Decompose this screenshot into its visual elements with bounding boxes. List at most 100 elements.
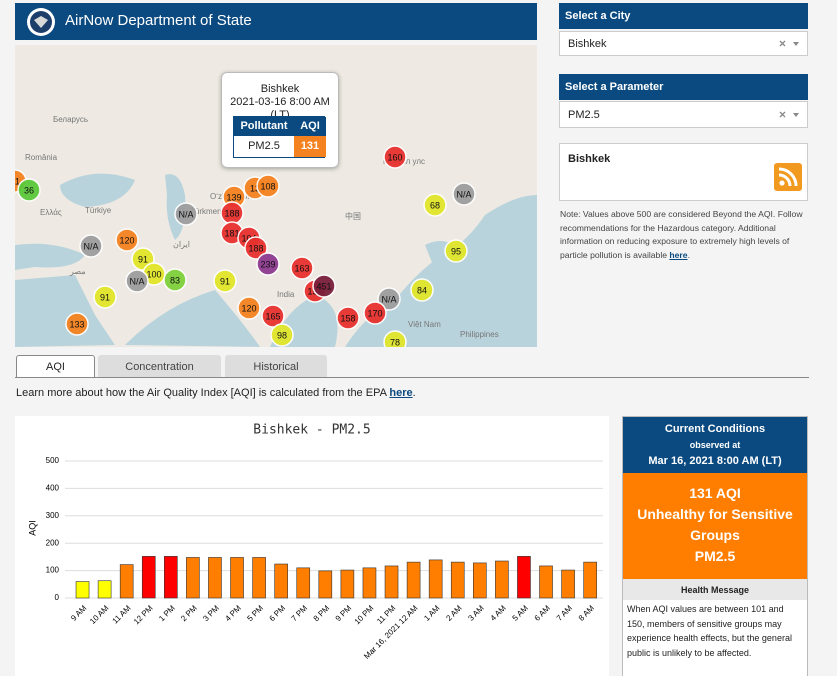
bar bbox=[583, 561, 597, 599]
x-tick-label: 7 AM bbox=[555, 603, 574, 622]
station-marker[interactable] bbox=[256, 252, 280, 276]
station-marker[interactable] bbox=[363, 301, 387, 325]
place-label: Türkiye bbox=[85, 206, 112, 215]
station-label: 91 bbox=[138, 254, 148, 264]
x-tick-label: 1 AM bbox=[422, 603, 441, 622]
station-marker[interactable] bbox=[115, 228, 139, 252]
tab[interactable]: AQI bbox=[16, 355, 95, 378]
bar bbox=[406, 561, 421, 599]
td: 131 bbox=[294, 136, 326, 157]
y-tick-label: 400 bbox=[46, 484, 60, 493]
station-label: 163 bbox=[294, 263, 309, 273]
station-label: 120 bbox=[119, 235, 134, 245]
station-label: 91 bbox=[100, 292, 110, 302]
station-marker[interactable] bbox=[290, 256, 314, 280]
note-end: . bbox=[687, 249, 690, 260]
x-tick-label: 5 AM bbox=[511, 603, 530, 622]
health-title: Health Message bbox=[680, 585, 750, 595]
station-marker[interactable] bbox=[336, 306, 360, 330]
x-tick-label: 10 AM bbox=[88, 603, 111, 626]
place-label: Türkmenistan bbox=[190, 207, 238, 216]
station-label: N/A bbox=[178, 209, 193, 219]
bar bbox=[473, 562, 487, 599]
x-tick-label: 2 AM bbox=[444, 603, 463, 622]
bar bbox=[340, 569, 355, 599]
station-marker[interactable] bbox=[377, 287, 401, 311]
observed-time: Mar 16, 2021 8:00 AM (LT) bbox=[648, 455, 782, 467]
y-tick-label: 0 bbox=[55, 593, 60, 602]
note-text: Note: Values above 500 are considered Be… bbox=[560, 209, 803, 260]
station-marker[interactable] bbox=[244, 236, 268, 260]
station-marker[interactable] bbox=[452, 182, 476, 206]
current-conditions: Current Conditions observed at Mar 16, 2… bbox=[622, 416, 808, 676]
station-label: 170 bbox=[367, 308, 382, 318]
bar bbox=[274, 563, 288, 599]
station-marker[interactable] bbox=[261, 304, 285, 328]
x-tick-label: 3 AM bbox=[466, 603, 485, 622]
parameter-select[interactable]: PM2.5 bbox=[559, 101, 808, 128]
station-label: 13 bbox=[250, 183, 260, 193]
station-label: 95 bbox=[451, 246, 461, 256]
bar bbox=[75, 581, 90, 599]
station-marker[interactable] bbox=[383, 145, 407, 169]
chart: Bishkek - PM2.5 AQI 0 100 200 300 400 500 9 AM… bbox=[15, 416, 609, 676]
y-tick-label: 500 bbox=[46, 456, 60, 465]
bar bbox=[428, 559, 443, 599]
station-marker[interactable] bbox=[270, 323, 294, 347]
bar bbox=[362, 567, 377, 599]
current-heading: Current Conditions bbox=[664, 423, 766, 435]
popup-time: 2021-03-16 8:00 AM bbox=[230, 96, 330, 108]
tab[interactable]: Historical bbox=[225, 355, 327, 378]
station-label: 120 bbox=[241, 303, 256, 313]
station-label: 78 bbox=[390, 337, 400, 347]
station-label: 158 bbox=[340, 313, 355, 323]
x-tick-label: 2 PM bbox=[179, 603, 199, 623]
station-marker[interactable] bbox=[213, 269, 237, 293]
y-axis-label: AQI bbox=[27, 520, 37, 536]
bar bbox=[186, 557, 200, 599]
x-tick-label: 9 PM bbox=[334, 603, 354, 623]
x-tick-label: 3 PM bbox=[201, 603, 221, 623]
info-link[interactable]: here bbox=[389, 387, 413, 399]
bar bbox=[561, 569, 575, 599]
station-marker[interactable] bbox=[93, 285, 117, 309]
station-marker[interactable] bbox=[17, 178, 41, 202]
y-tick-label: 200 bbox=[46, 538, 60, 547]
station-marker[interactable] bbox=[79, 234, 103, 258]
th: Pollutant bbox=[234, 117, 294, 136]
observed-label: observed at bbox=[689, 440, 741, 450]
station-marker[interactable] bbox=[65, 312, 89, 336]
city-value: Bishkek bbox=[568, 37, 607, 50]
x-tick-label: 5 PM bbox=[245, 603, 265, 623]
bar bbox=[517, 556, 531, 599]
station-marker[interactable] bbox=[125, 269, 149, 293]
station-label: N/A bbox=[129, 276, 144, 286]
bar bbox=[450, 561, 465, 599]
station-label: 160 bbox=[387, 152, 402, 162]
station-label: 239 bbox=[260, 259, 275, 269]
station-marker[interactable] bbox=[383, 330, 407, 347]
station-marker[interactable] bbox=[163, 268, 187, 292]
parameter-heading: Select a Parameter bbox=[559, 74, 808, 100]
station-marker[interactable] bbox=[312, 274, 336, 298]
note-link[interactable]: here bbox=[669, 249, 688, 260]
th: AQI bbox=[294, 117, 326, 136]
station-marker[interactable] bbox=[256, 174, 280, 198]
rss-icon[interactable] bbox=[774, 163, 802, 191]
station-label: 104 bbox=[241, 233, 256, 243]
station-marker[interactable] bbox=[410, 278, 434, 302]
feed-title: Bishkek bbox=[568, 153, 611, 165]
note: Note: Values above 500 are considered Be… bbox=[560, 208, 810, 262]
station-marker[interactable] bbox=[444, 239, 468, 263]
place-label: România bbox=[25, 153, 58, 162]
bar bbox=[296, 567, 311, 599]
city-select[interactable]: Bishkek bbox=[559, 31, 808, 56]
station-marker[interactable] bbox=[237, 296, 261, 320]
y-tick-label: 100 bbox=[46, 566, 60, 575]
tab[interactable]: Concentration bbox=[98, 355, 221, 378]
popup-table: Pollutant AQI PM2.5 131 bbox=[233, 116, 326, 158]
station-marker[interactable] bbox=[174, 202, 198, 226]
station-marker[interactable] bbox=[423, 193, 447, 217]
info-text: Learn more about how the Air Quality Ind… bbox=[16, 387, 390, 399]
app-title: AirNow Department of State bbox=[65, 12, 252, 29]
